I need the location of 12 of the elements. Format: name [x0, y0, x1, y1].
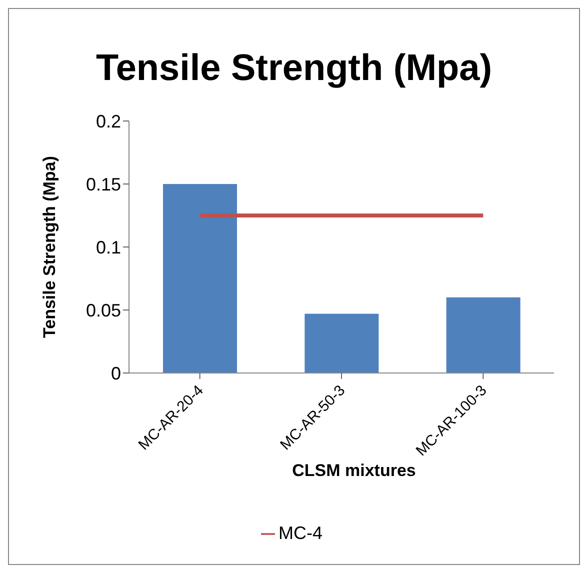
- y-tick-label: 0.05: [86, 300, 121, 320]
- y-axis-title: Tensile Strength (Mpa): [40, 156, 60, 338]
- bar: [446, 297, 520, 373]
- bar: [163, 184, 237, 373]
- y-tick-label: 0.1: [96, 237, 121, 258]
- chart-title: Tensile Strength (Mpa): [94, 47, 494, 89]
- y-tick-label: 0: [110, 363, 121, 384]
- bar: [304, 314, 379, 373]
- x-axis-title: CLSM mixtures: [291, 461, 417, 481]
- y-tick-label: 0.15: [86, 174, 121, 194]
- y-tick-label: 0.2: [96, 111, 121, 132]
- legend-label: MC-4: [278, 523, 322, 543]
